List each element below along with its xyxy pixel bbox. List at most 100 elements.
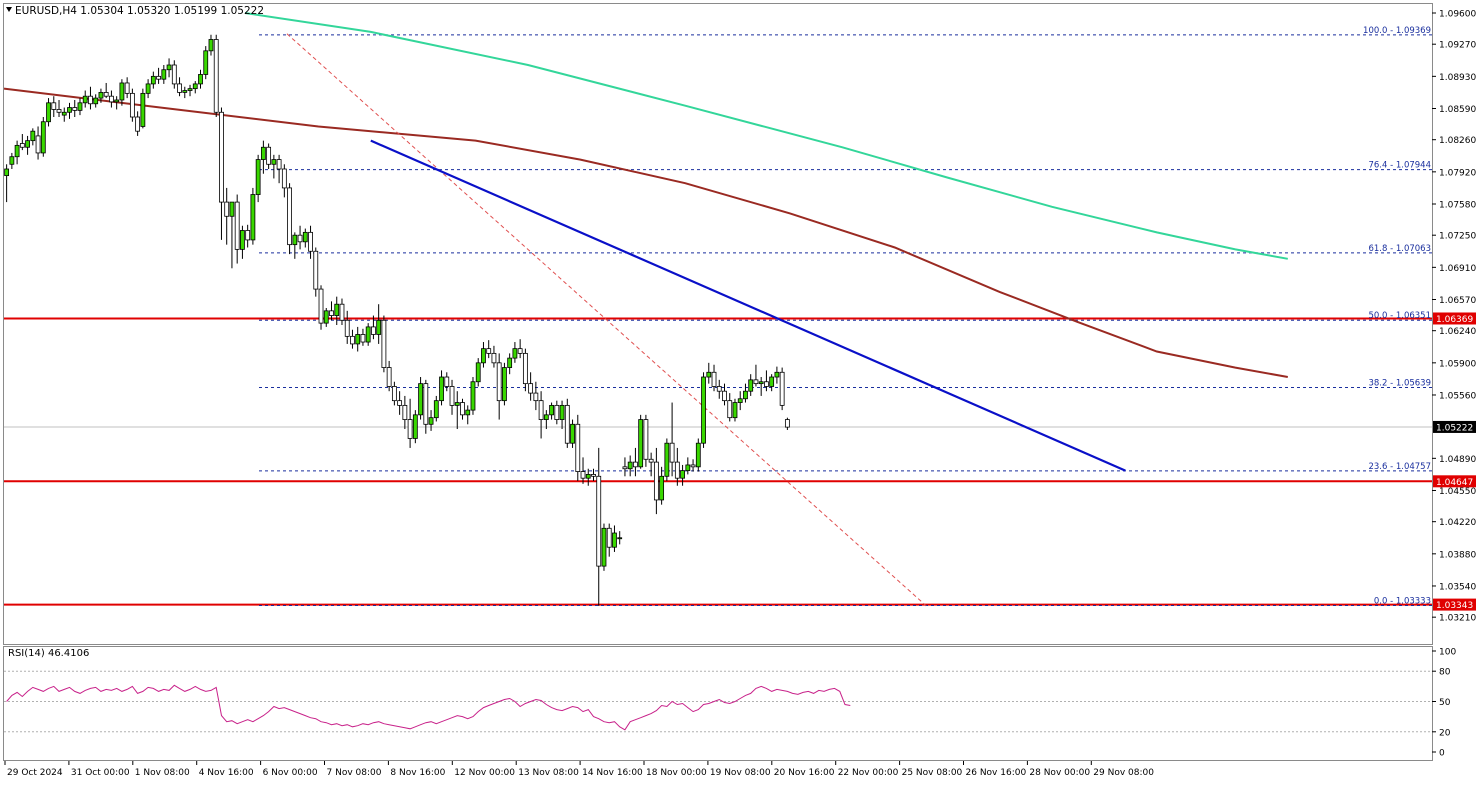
price-tick-label: 1.07250 [1439, 232, 1476, 242]
bullish-candle [182, 90, 188, 93]
bullish-candle [145, 83, 151, 94]
bearish-candle [135, 116, 141, 132]
bullish-candle [240, 230, 245, 250]
price-tick-label: 1.08930 [1439, 73, 1476, 83]
bearish-candle [276, 159, 282, 170]
bearish-candle [224, 201, 230, 217]
bullish-candle [470, 381, 476, 411]
bullish-candle [150, 75, 156, 85]
bullish-candle [454, 402, 460, 406]
bullish-candle [255, 159, 261, 195]
header-text: EURUSD,H4 1.05304 1.05320 1.05199 1.0522… [15, 5, 264, 17]
bullish-candle [140, 92, 146, 127]
price-tick-label: 1.09600 [1439, 10, 1476, 20]
bearish-candle [407, 419, 413, 439]
bearish-candle [297, 234, 303, 243]
bearish-candle [386, 367, 392, 387]
fib-swing-line [286, 33, 927, 607]
bearish-candle [88, 95, 93, 105]
bullish-candle [82, 95, 88, 104]
time-tick-label: 18 Nov 00:00 [646, 768, 707, 778]
bearish-candle [674, 461, 680, 479]
bearish-candle [653, 461, 659, 501]
bullish-candle [14, 144, 20, 158]
bearish-candle [266, 146, 272, 165]
bullish-candle [229, 201, 235, 217]
time-tick-label: 12 Nov 00:00 [454, 768, 515, 778]
price-panel-frame [3, 3, 1433, 645]
bearish-candle [596, 475, 602, 567]
time-tick-label: 31 Oct 00:00 [71, 768, 130, 778]
bullish-candle [114, 99, 120, 103]
rsi-line [6, 684, 851, 731]
bullish-candle [627, 461, 633, 470]
bullish-candle [549, 404, 554, 416]
bullish-candle [355, 334, 361, 345]
level-price-tag [1433, 475, 1476, 488]
drawn-lines [286, 33, 1126, 607]
price-axis: 1.09600 1.09270 1.08930 1.08590 1.08260 1.079… [1432, 10, 1476, 624]
time-tick-label: 4 Nov 16:00 [199, 768, 254, 778]
level-price-tag [1433, 312, 1476, 325]
bullish-candle [543, 414, 549, 420]
price-tick-label: 1.04890 [1439, 455, 1476, 465]
bullish-candle [612, 532, 617, 548]
bearish-candle [287, 187, 292, 246]
bearish-candle [391, 386, 397, 402]
bearish-candle [643, 419, 649, 460]
time-tick-label: 26 Nov 16:00 [966, 768, 1027, 778]
bullish-candle [559, 404, 565, 420]
bullish-candle [701, 376, 706, 444]
time-tick-label: 29 Oct 2024 [7, 768, 63, 778]
bullish-candle [428, 417, 434, 425]
bearish-candle [764, 381, 769, 387]
bullish-candle [61, 111, 67, 116]
bearish-candle [72, 107, 78, 111]
bullish-candle [119, 82, 125, 101]
bullish-candle [67, 107, 72, 113]
bearish-candle [580, 471, 586, 479]
bearish-candle [124, 82, 130, 94]
time-tick-label: 22 Nov 00:00 [838, 768, 899, 778]
bearish-candle [575, 423, 581, 472]
bullish-candle [334, 303, 340, 316]
bearish-candle [397, 400, 403, 406]
price-tick-label: 1.05560 [1439, 391, 1476, 401]
moving-average-1 [3, 87, 1288, 378]
fib-level-label: 23.6 - 1.04757 [1368, 462, 1431, 472]
moving-averages [3, 12, 1288, 378]
price-tick-label: 1.07580 [1439, 200, 1476, 210]
price-tick-label: 1.09270 [1439, 41, 1476, 51]
bullish-candle [198, 74, 203, 85]
fib-level-label: 50.0 - 1.06351 [1368, 311, 1431, 321]
current-price-label: 1.05222 [1436, 423, 1473, 433]
bullish-candle [465, 409, 471, 416]
bearish-candle [329, 310, 334, 316]
bearish-candle [711, 371, 717, 387]
bullish-candle [617, 537, 623, 540]
bullish-candle [737, 398, 743, 403]
level-price-label: 1.04647 [1436, 478, 1473, 488]
symbol-dropdown-icon[interactable] [6, 7, 12, 12]
bullish-candle [187, 88, 193, 91]
bullish-candle [161, 69, 167, 80]
bearish-candle [35, 135, 41, 154]
bullish-candle [758, 381, 764, 385]
bullish-candle [695, 442, 701, 468]
level-price-tag [1433, 598, 1476, 611]
bearish-candle [444, 376, 450, 387]
bullish-candle [25, 140, 30, 148]
fib-level-label: 38.2 - 1.05639 [1368, 379, 1431, 389]
rsi-tick-label: 50 [1439, 698, 1451, 708]
bullish-candle [743, 390, 748, 400]
bearish-candle [622, 466, 628, 470]
bullish-candle [680, 470, 685, 479]
time-tick-label: 29 Nov 08:00 [1093, 768, 1154, 778]
rsi-tick-label: 0 [1439, 749, 1445, 759]
bullish-candle [4, 168, 10, 177]
bullish-candle [271, 159, 277, 165]
bearish-candle [591, 474, 596, 477]
price-tick-label: 1.08590 [1439, 105, 1476, 115]
bearish-candle [308, 231, 313, 252]
rsi-panel-frame [3, 646, 1433, 761]
